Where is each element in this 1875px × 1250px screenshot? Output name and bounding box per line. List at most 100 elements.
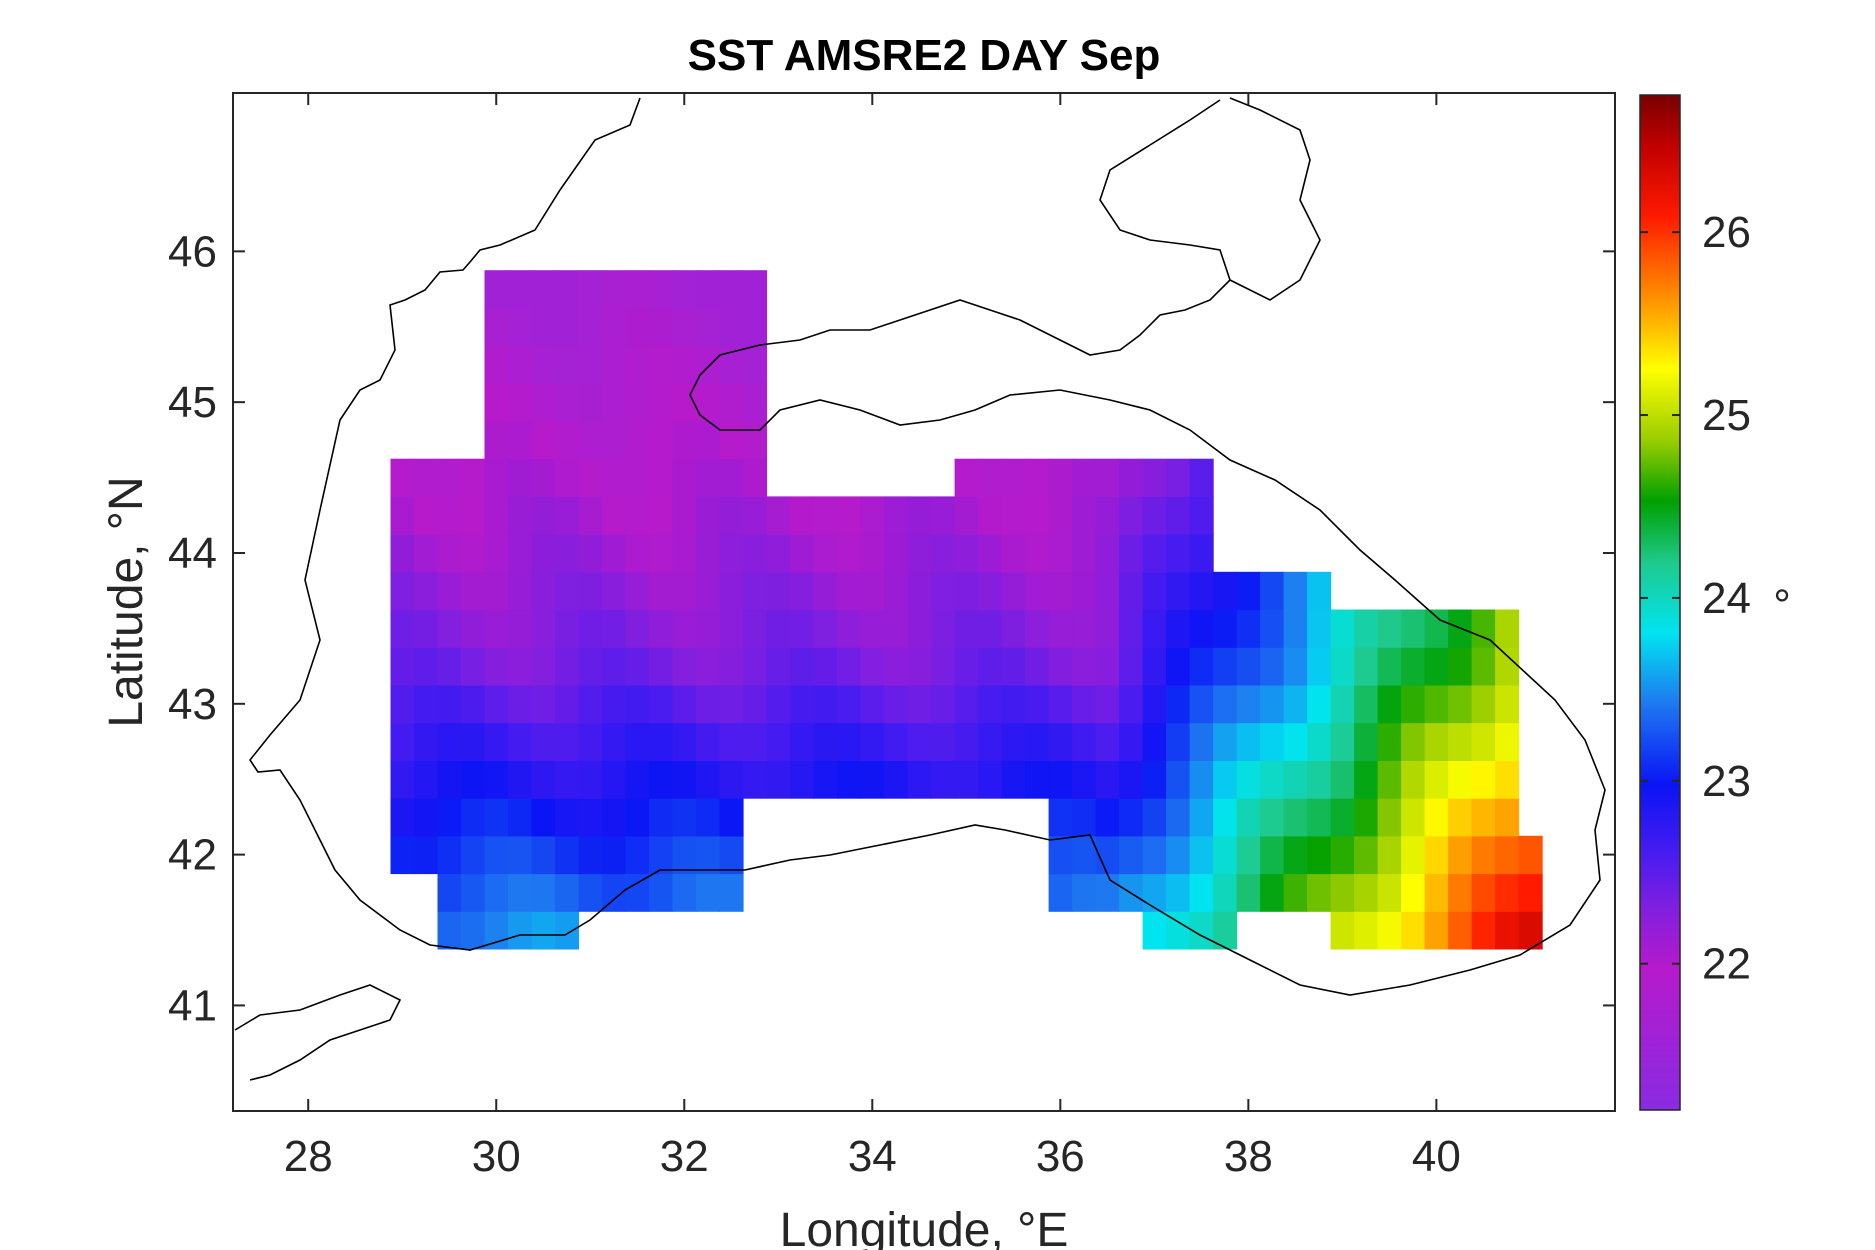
heatmap-cell — [1448, 647, 1473, 686]
heatmap-cell — [696, 345, 721, 384]
heatmap-cell — [1354, 760, 1379, 799]
heatmap-cell — [1001, 458, 1026, 497]
heatmap-cell — [390, 760, 415, 799]
heatmap-cell — [1307, 647, 1332, 686]
heatmap-cell — [743, 270, 768, 309]
heatmap-cell — [1025, 684, 1050, 724]
heatmap-cell — [1119, 571, 1144, 611]
heatmap-cell — [1001, 647, 1026, 686]
heatmap-cell — [1424, 609, 1449, 648]
heatmap-cell — [1166, 609, 1191, 648]
heatmap-cell — [1401, 684, 1426, 724]
heatmap-cell — [461, 798, 486, 837]
heatmap-cell — [1119, 835, 1144, 875]
heatmap-cell — [414, 609, 439, 648]
heatmap-cell — [1025, 609, 1050, 648]
heatmap-cell — [1072, 873, 1097, 912]
heatmap-cell — [578, 458, 603, 497]
heatmap-cell — [766, 722, 791, 761]
heatmap-cell — [1119, 609, 1144, 648]
heatmap-cell — [1354, 911, 1379, 950]
heatmap-cell — [1072, 571, 1097, 611]
heatmap-cell — [578, 345, 603, 384]
heatmap-cell — [1354, 647, 1379, 686]
heatmap-cell — [484, 496, 509, 535]
heatmap-cell — [931, 647, 956, 686]
heatmap-cell — [531, 345, 556, 384]
heatmap-cell — [531, 534, 556, 573]
heatmap-cell — [1377, 911, 1402, 950]
heatmap-cell — [555, 760, 580, 799]
heatmap-cell — [1330, 722, 1355, 761]
heatmap-cell — [414, 722, 439, 761]
heatmap-cell — [1025, 571, 1050, 611]
heatmap-cell — [978, 496, 1003, 535]
heatmap-cell — [1236, 760, 1261, 799]
heatmap-cell — [1142, 798, 1167, 837]
heatmap-cell — [1001, 609, 1026, 648]
heatmap-cell — [1142, 609, 1167, 648]
heatmap-cell — [1001, 571, 1026, 611]
heatmap-cell — [1072, 684, 1097, 724]
x-tick-label: 38 — [1224, 1132, 1273, 1181]
heatmap-cell — [555, 609, 580, 648]
heatmap-cell — [531, 571, 556, 611]
heatmap-cell — [1448, 760, 1473, 799]
heatmap-cell — [555, 458, 580, 497]
heatmap-cell — [672, 534, 697, 573]
heatmap-cell — [649, 534, 674, 573]
heatmap-cell — [860, 609, 885, 648]
heatmap-cell — [860, 534, 885, 573]
heatmap-cell — [743, 307, 768, 347]
heatmap-cell — [1448, 911, 1473, 950]
heatmap-cell — [437, 458, 462, 497]
heatmap-cell — [837, 571, 862, 611]
heatmap-cell — [1401, 798, 1426, 837]
heatmap-cell — [1025, 722, 1050, 761]
heatmap-cell — [1377, 798, 1402, 837]
plot-area-frame — [232, 92, 1616, 1112]
heatmap-cell — [1236, 647, 1261, 686]
heatmap-cell — [461, 647, 486, 686]
heatmap-cell — [625, 345, 650, 384]
heatmap-cell — [1236, 798, 1261, 837]
heatmap-cell — [813, 496, 838, 535]
heatmap-cell — [672, 458, 697, 497]
heatmap-cell — [743, 458, 768, 497]
heatmap-cell — [578, 496, 603, 535]
heatmap-cell — [1048, 722, 1073, 761]
heatmap-cell — [743, 496, 768, 535]
heatmap-cell — [461, 722, 486, 761]
heatmap-cell — [461, 534, 486, 573]
heatmap-cell — [813, 609, 838, 648]
heatmap-cell — [1213, 760, 1238, 799]
heatmap-cell — [1495, 684, 1520, 724]
heatmap-cell — [813, 760, 838, 799]
heatmap-cell — [1471, 873, 1496, 912]
heatmap-cell — [484, 647, 509, 686]
heatmap-cell — [1401, 760, 1426, 799]
heatmap-cell — [1095, 722, 1120, 761]
heatmap-cell — [437, 873, 462, 912]
heatmap-cell — [1095, 873, 1120, 912]
heatmap-cell — [696, 307, 721, 347]
heatmap-cell — [1354, 798, 1379, 837]
heatmap-cell — [1236, 609, 1261, 648]
heatmap-cell — [1307, 835, 1332, 875]
heatmap-cell — [1166, 458, 1191, 497]
heatmap-cell — [625, 835, 650, 875]
heatmap-cell — [602, 684, 627, 724]
heatmap-cell — [1424, 835, 1449, 875]
heatmap-cell — [978, 760, 1003, 799]
heatmap-cell — [1260, 684, 1285, 724]
heatmap-cell — [1142, 571, 1167, 611]
heatmap-cell — [696, 458, 721, 497]
heatmap-cell — [508, 798, 533, 837]
heatmap-cell — [1001, 760, 1026, 799]
heatmap-cell — [696, 647, 721, 686]
heatmap-cell — [531, 458, 556, 497]
heatmap-cell — [719, 571, 744, 611]
heatmap-cell — [790, 609, 815, 648]
heatmap-cell — [813, 571, 838, 611]
